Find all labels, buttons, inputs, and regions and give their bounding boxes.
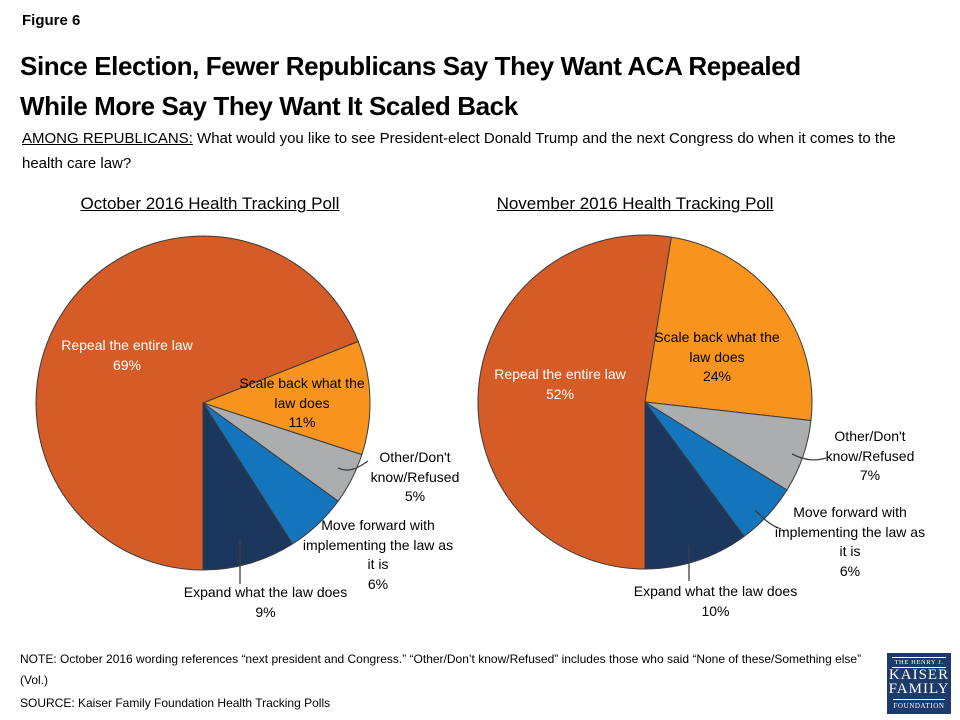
logo-family: FAMILY [888, 680, 950, 697]
slice-label-pct: 69% [112, 356, 142, 373]
slice-label-pct: 9% [255, 603, 276, 620]
main-title-line1: Since Election, Fewer Republicans Say Th… [20, 51, 801, 81]
slice-label-pct: 24% [702, 368, 732, 384]
slice-label-pct: 6% [367, 575, 389, 592]
slice-label-text: Expand what the law does [633, 583, 798, 599]
slice-label-text: Other/Don't know/Refused [370, 449, 460, 485]
slice-label-text: Move forward with implementing the law a… [302, 517, 454, 572]
slice-label-other-october: Other/Don't know/Refused 5% [359, 448, 471, 507]
pie-slice [644, 236, 813, 422]
slice-label-scale-back-november: Scale back what the law does 24% [647, 328, 787, 387]
chart-title-october: October 2016 Health Tracking Poll [80, 194, 340, 213]
slice-label-other-november: Other/Don't know/Refused 7% [814, 427, 926, 486]
slice-label-text: Other/Don't know/Refused [825, 428, 915, 464]
logo-kaiser: KAISER [888, 667, 950, 683]
slice-label-expand-october: Expand what the law does 9% [163, 583, 368, 622]
slice-label-text: Scale back what the law does [654, 329, 780, 365]
slice-label-pct: 11% [288, 414, 316, 430]
slice-label-text: Expand what the law does [183, 584, 348, 600]
note-text: NOTE: October 2016 wording references “n… [20, 652, 862, 687]
slice-label-repeal-october: Repeal the entire law 69% [52, 336, 202, 375]
pie-slice [35, 235, 359, 571]
main-title: Since Election, Fewer Republicans Say Th… [20, 46, 950, 126]
logo-the-henry-j: THE HENRY J. [892, 657, 946, 668]
pie-slice [202, 402, 293, 571]
slice-label-text: Repeal the entire law [494, 366, 626, 382]
among-republicans-label: AMONG REPUBLICANS: [22, 130, 193, 147]
pie-slice [202, 341, 371, 456]
source-text: SOURCE: Kaiser Family Foundation Health … [20, 696, 331, 710]
slice-label-pct: 7% [859, 467, 881, 483]
kaiser-family-foundation-logo: THE HENRY J. KAISER FAMILY FOUNDATION [887, 653, 951, 714]
slice-label-move-forward-november: Move forward with implementing the law a… [771, 503, 929, 581]
pie-slice [644, 401, 745, 570]
slice-label-pct: 10% [701, 602, 730, 619]
slice-label-expand-november: Expand what the law does 10% [613, 582, 818, 621]
slice-label-repeal-november: Repeal the entire law 52% [485, 365, 635, 404]
survey-question-text: What would you like to see President-ele… [22, 130, 896, 172]
chart-title-november: November 2016 Health Tracking Poll [496, 194, 774, 213]
slice-label-pct: 5% [404, 488, 426, 504]
pie-slice [477, 234, 672, 570]
slice-label-text: Repeal the entire law [61, 337, 193, 353]
survey-question: AMONG REPUBLICANS: What would you like t… [22, 126, 914, 176]
slice-label-scale-back-october: Scale back what the law does 11% [235, 374, 369, 433]
slice-label-pct: 52% [545, 385, 575, 402]
figure-label: Figure 6 [22, 12, 81, 29]
slice-label-text: Move forward with implementing the law a… [774, 504, 926, 559]
main-title-line2: While More Say They Want It Scaled Back [20, 91, 518, 121]
slice-label-text: Scale back what the law does [239, 375, 365, 411]
logo-foundation: FOUNDATION [893, 698, 945, 710]
pie-chart-october [35, 235, 371, 571]
slice-label-move-forward-october: Move forward with implementing the law a… [299, 516, 457, 594]
slice-label-pct: 6% [839, 562, 861, 579]
